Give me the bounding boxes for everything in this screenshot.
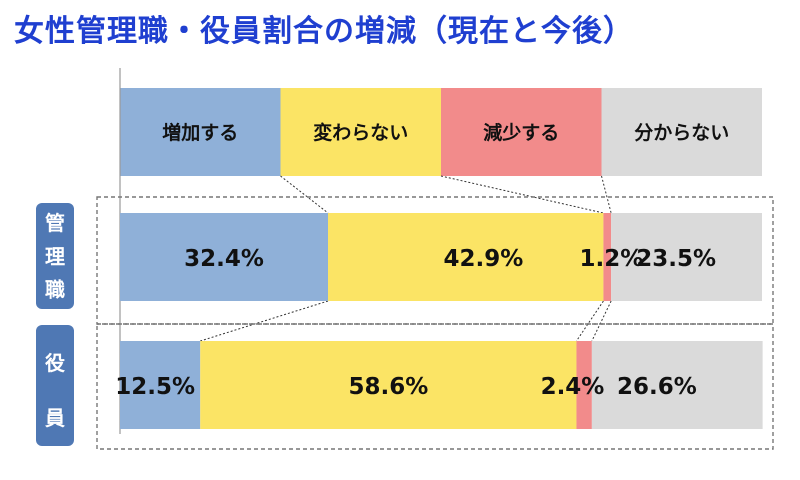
- value-labels: 32.4% 42.9% 1.2%23.5% 12.5% 58.6% 2.4% 26.6%: [115, 246, 716, 400]
- data-label-decrease: 2.4%: [541, 374, 605, 400]
- data-label-same: 42.9%: [444, 246, 524, 272]
- legend-label-increase: 増加する: [162, 121, 238, 144]
- row-label-box: [36, 325, 74, 446]
- connector-line: [601, 175, 612, 214]
- legend-label-same: 変わらない: [313, 121, 408, 144]
- bar-segment-same: [328, 213, 604, 301]
- data-label-increase: 12.5%: [115, 374, 195, 400]
- data-label-increase: 32.4%: [184, 246, 264, 272]
- legend-label-decrease: 減少する: [483, 121, 559, 144]
- connector-lines: [200, 175, 612, 342]
- data-label-unknown: 23.5%: [636, 246, 716, 272]
- connector-line: [200, 300, 329, 342]
- bar-segment-increase: [120, 213, 329, 301]
- legend-label-unknown: 分からない: [634, 122, 729, 144]
- connector-line: [440, 175, 604, 214]
- legend-box-same: [280, 88, 441, 176]
- bar-segment-decrease: [576, 341, 592, 429]
- legend-box-unknown: [601, 88, 762, 176]
- bar-segments: [120, 213, 763, 429]
- connector-line: [280, 175, 329, 214]
- data-label-decrease: 1.2%: [580, 246, 644, 272]
- data-label-unknown: 26.6%: [617, 374, 697, 400]
- bar-segment-same: [200, 341, 577, 429]
- row-label-text: 役員: [44, 351, 65, 430]
- row-label-box: [36, 203, 74, 309]
- connector-line: [576, 300, 604, 342]
- data-label-same: 58.6%: [348, 374, 428, 400]
- bar-segment-increase: [120, 341, 201, 429]
- row-label-text: 管理職: [45, 211, 65, 301]
- legend-box-increase: [120, 88, 281, 176]
- chart-title: 女性管理職・役員割合の増減（現在と今後）: [14, 14, 634, 49]
- bar-segment-unknown: [611, 213, 762, 301]
- legend-box-decrease: [441, 88, 602, 176]
- connector-line: [591, 300, 612, 342]
- legend-bar: 増加する 変わらない 減少する 分からない: [120, 88, 762, 176]
- bar-segment-unknown: [591, 341, 763, 429]
- frame-executive: [96, 323, 774, 450]
- bar-segment-decrease: [603, 213, 612, 301]
